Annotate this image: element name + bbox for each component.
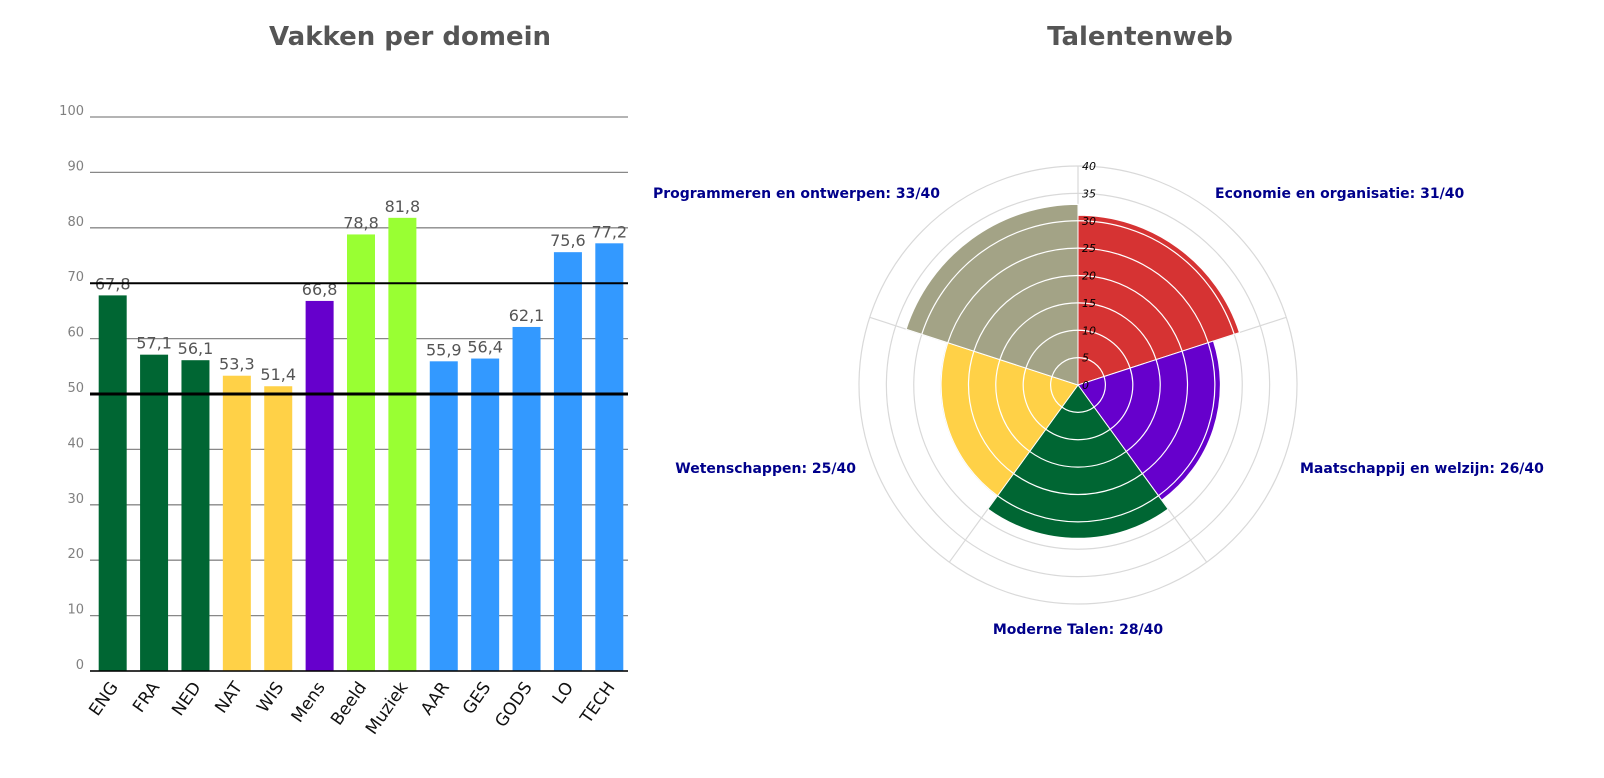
wedge-ring xyxy=(1077,247,1209,343)
y-tick-label: 70 xyxy=(67,270,84,285)
radial-tick-label: 35 xyxy=(1082,187,1096,200)
data-label: 62,1 xyxy=(509,306,545,325)
data-label: 57,1 xyxy=(136,334,172,353)
wedge-ring xyxy=(1077,357,1105,377)
wedge-ring xyxy=(1025,329,1079,369)
data-label: 78,8 xyxy=(343,213,379,232)
wedge-ring xyxy=(1050,376,1063,408)
wedge-ring xyxy=(1029,450,1127,468)
bar xyxy=(553,252,582,671)
y-tick-label: 60 xyxy=(67,326,84,341)
bar xyxy=(305,300,334,671)
bar xyxy=(98,295,127,671)
y-tick-label: 10 xyxy=(67,603,84,618)
radial-tick-label: 40 xyxy=(1082,160,1096,173)
data-label: 81,8 xyxy=(385,197,421,216)
wedge-ring xyxy=(1109,367,1134,430)
radar-chart-title: Talentenweb xyxy=(1047,22,1233,52)
polar-wedge xyxy=(1077,214,1241,386)
wedge-ring xyxy=(921,220,1079,335)
data-label: 66,8 xyxy=(302,280,338,299)
bar-chart: 010203040506070809010067,8ENG57,1FRA56,1… xyxy=(59,104,628,739)
wedge-ring xyxy=(973,274,1079,352)
wedge-ring xyxy=(1125,359,1161,452)
polar-wedge xyxy=(1077,340,1221,501)
wedge-ring xyxy=(1077,220,1235,335)
radial-tick-label: 20 xyxy=(1082,270,1096,283)
radial-tick-label: 15 xyxy=(1082,297,1096,310)
wedge-ring xyxy=(1077,302,1157,360)
wedge-ring xyxy=(1022,367,1047,430)
y-tick-label: 90 xyxy=(67,159,84,174)
data-label: 77,2 xyxy=(591,222,627,241)
radial-tick-label: 10 xyxy=(1082,324,1096,337)
wedge-ring xyxy=(997,495,1159,523)
bar xyxy=(264,386,293,671)
wedge-ring xyxy=(1158,342,1216,497)
wedge-ring xyxy=(995,359,1031,452)
data-label: 56,4 xyxy=(467,338,503,357)
bar xyxy=(512,326,541,671)
segment-label: Economie en organisatie: 31/40 xyxy=(1215,186,1464,202)
segment-label: Wetenschappen: 25/40 xyxy=(675,461,856,477)
wedge-ring xyxy=(1045,428,1111,441)
wedge-ring xyxy=(1077,329,1131,369)
wedge-ring xyxy=(967,350,1014,475)
wedge-ring xyxy=(947,247,1079,343)
wedge-ring xyxy=(1142,350,1189,475)
y-tick-label: 30 xyxy=(67,492,84,507)
radial-tick-label: 0 xyxy=(1082,379,1089,392)
wedge-ring xyxy=(1013,473,1143,496)
bar xyxy=(347,234,375,671)
y-tick-label: 40 xyxy=(67,436,84,451)
wedge-ring xyxy=(1077,274,1183,352)
y-tick-label: 80 xyxy=(67,215,84,230)
bar xyxy=(181,360,210,671)
polar-wedge xyxy=(940,342,1079,497)
wedge-ring xyxy=(1093,376,1106,408)
bar xyxy=(471,358,500,671)
data-label: 51,4 xyxy=(260,365,296,384)
segment-label: Programmeren en ontwerpen: 33/40 xyxy=(653,186,940,202)
bar xyxy=(595,243,624,671)
data-label: 56,1 xyxy=(178,339,214,358)
y-tick-label: 50 xyxy=(67,381,84,396)
bar-chart-title: Vakken per domein xyxy=(268,22,552,52)
wedge-ring xyxy=(1051,357,1079,377)
radial-tick-label: 25 xyxy=(1082,242,1096,255)
wedge-ring xyxy=(999,302,1079,360)
radial-tick-label: 30 xyxy=(1082,215,1096,228)
bar xyxy=(429,361,458,671)
data-label: 75,6 xyxy=(550,231,586,250)
y-tick-label: 0 xyxy=(76,658,84,673)
bar xyxy=(140,354,169,671)
polar-wedge xyxy=(987,384,1169,539)
y-tick-label: 20 xyxy=(67,547,84,562)
segment-label: Maatschappij en welzijn: 26/40 xyxy=(1300,461,1544,477)
data-label: 53,3 xyxy=(219,355,255,374)
y-tick-label: 100 xyxy=(59,104,84,119)
radial-tick-label: 5 xyxy=(1082,352,1089,365)
bar xyxy=(388,217,417,671)
segment-label: Moderne Talen: 28/40 xyxy=(993,622,1164,638)
bar xyxy=(222,375,251,671)
wedge-ring xyxy=(1061,406,1095,413)
data-label: 55,9 xyxy=(426,340,462,359)
